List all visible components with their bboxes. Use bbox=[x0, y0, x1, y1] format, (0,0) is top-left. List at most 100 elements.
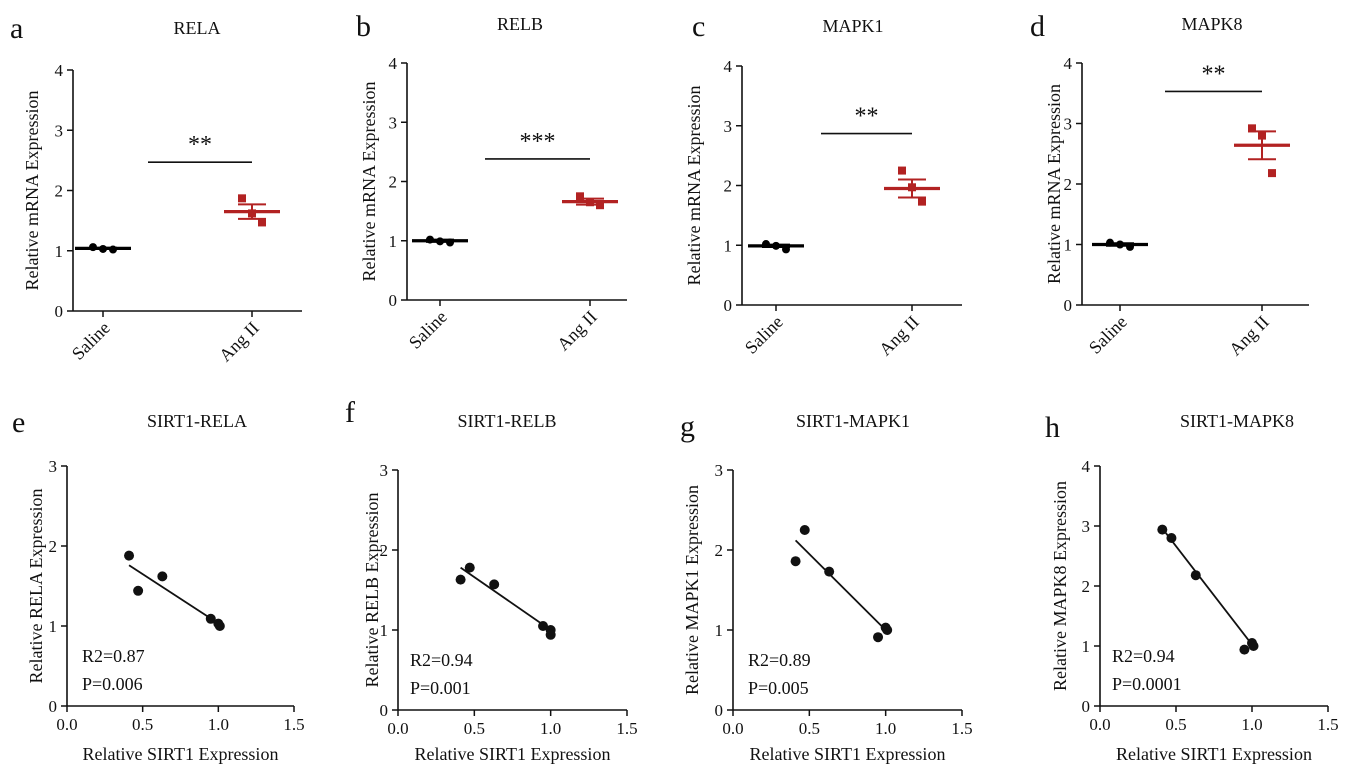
data-point bbox=[545, 629, 556, 640]
panel-letter: g bbox=[680, 410, 695, 443]
chart-title: SIRT1-RELA bbox=[147, 411, 247, 431]
panel-g: g SIRT1-MAPK1 0 1 2 3 Relative MAPK1 Expressio… bbox=[680, 410, 973, 764]
x-tick-label: 1.0 bbox=[208, 715, 229, 734]
x-axis-label: Relative SIRT1 Expression bbox=[83, 744, 279, 764]
data-point bbox=[124, 550, 135, 561]
stats-p: P=0.001 bbox=[410, 678, 471, 698]
data-point bbox=[882, 625, 893, 635]
y-tick-label: 3 bbox=[724, 117, 733, 136]
data-point bbox=[799, 525, 810, 535]
panel-f: f SIRT1-RELB 0 1 2 3 Relative RELB Expression 0… bbox=[345, 396, 638, 764]
y-tick-label: 1 bbox=[1064, 236, 1073, 255]
data-point bbox=[772, 241, 780, 250]
x-tick-label: 0.0 bbox=[56, 715, 77, 734]
data-point bbox=[824, 566, 835, 577]
y-axis-label: Relative RELB Expression bbox=[362, 493, 382, 688]
data-point bbox=[89, 243, 97, 252]
panel-a: a RELA 0 1 2 3 4 Relative mRNA Expression Saline… bbox=[10, 12, 302, 365]
y-tick-label: 3 bbox=[55, 121, 64, 140]
x-axis-label: Relative SIRT1 Expression bbox=[750, 744, 946, 764]
data-point bbox=[790, 556, 801, 567]
y-tick-label: 2 bbox=[380, 541, 389, 560]
data-point bbox=[238, 194, 246, 203]
y-tick-label: 3 bbox=[1064, 115, 1073, 134]
chart-title: RELA bbox=[174, 18, 221, 38]
chart-title: MAPK1 bbox=[822, 16, 883, 36]
y-tick-label: 4 bbox=[389, 54, 398, 73]
data-point bbox=[1258, 131, 1266, 140]
significance-label: ** bbox=[1202, 61, 1226, 87]
x-tick-label: 0.5 bbox=[132, 715, 153, 734]
y-tick-label: 1 bbox=[389, 232, 398, 251]
y-axis-label: Relative mRNA Expression bbox=[359, 82, 379, 282]
y-tick-label: 3 bbox=[389, 113, 398, 132]
data-point bbox=[248, 209, 256, 218]
data-point bbox=[538, 621, 549, 631]
x-tick-label: Ang II bbox=[1225, 312, 1273, 360]
regression-line bbox=[794, 539, 888, 633]
data-point bbox=[109, 245, 117, 254]
regression-line bbox=[128, 564, 221, 626]
y-tick-label: 2 bbox=[724, 177, 733, 196]
y-tick-label: 3 bbox=[715, 461, 724, 480]
y-tick-label: 2 bbox=[389, 173, 398, 192]
data-point bbox=[436, 237, 444, 246]
x-tick-label: Saline bbox=[405, 307, 451, 353]
data-point bbox=[258, 218, 266, 227]
x-tick-label: 1.5 bbox=[951, 719, 972, 738]
data-point bbox=[157, 571, 168, 582]
data-point bbox=[133, 585, 144, 596]
data-point bbox=[1166, 533, 1177, 543]
y-tick-label: 0 bbox=[1082, 697, 1091, 716]
panel-letter: c bbox=[692, 10, 705, 43]
y-tick-label: 3 bbox=[380, 461, 389, 480]
data-point bbox=[1248, 124, 1256, 133]
data-point bbox=[1190, 570, 1201, 581]
y-tick-label: 1 bbox=[1082, 637, 1091, 656]
y-tick-label: 2 bbox=[55, 182, 64, 201]
y-tick-label: 1 bbox=[724, 236, 733, 255]
y-axis-label: Relative mRNA Expression bbox=[684, 86, 704, 286]
significance-label: ** bbox=[188, 132, 212, 158]
x-tick-label: 0.0 bbox=[722, 719, 743, 738]
y-tick-label: 0 bbox=[380, 701, 389, 720]
data-point bbox=[1248, 641, 1259, 651]
data-point bbox=[908, 183, 916, 192]
data-point bbox=[596, 201, 604, 210]
panel-c: c MAPK1 0 1 2 3 4 Relative mRNA Expression Salin… bbox=[684, 10, 962, 359]
stats-r2: R2=0.94 bbox=[1112, 646, 1175, 666]
panel-letter: h bbox=[1045, 411, 1060, 444]
y-tick-label: 4 bbox=[1064, 54, 1073, 73]
panel-letter: a bbox=[10, 12, 23, 45]
data-point bbox=[99, 244, 107, 253]
panel-letter: d bbox=[1030, 10, 1045, 43]
y-tick-label: 3 bbox=[49, 457, 58, 476]
panel-b: b RELB 0 1 2 3 4 Relative mRNA Expression Saline… bbox=[356, 10, 627, 354]
y-tick-label: 1 bbox=[715, 621, 724, 640]
y-tick-label: 4 bbox=[55, 61, 64, 80]
data-point bbox=[214, 621, 225, 631]
panel-letter: b bbox=[356, 10, 371, 43]
x-tick-label: Saline bbox=[741, 312, 787, 358]
data-point bbox=[1239, 644, 1250, 655]
data-point bbox=[1268, 169, 1276, 178]
y-tick-label: 1 bbox=[49, 617, 58, 636]
x-tick-label: 0.5 bbox=[464, 719, 485, 738]
x-tick-label: Ang II bbox=[553, 307, 601, 355]
stats-r2: R2=0.94 bbox=[410, 650, 473, 670]
y-axis-label: Relative MAPK1 Expression bbox=[682, 485, 702, 695]
stats-r2: R2=0.89 bbox=[748, 650, 811, 670]
y-tick-label: 2 bbox=[49, 537, 58, 556]
y-axis-label: Relative RELA Expression bbox=[26, 489, 46, 684]
y-tick-label: 2 bbox=[1082, 577, 1091, 596]
x-tick-label: Ang II bbox=[215, 318, 263, 366]
data-point bbox=[464, 562, 475, 573]
x-axis-label: Relative SIRT1 Expression bbox=[415, 744, 611, 764]
y-tick-label: 0 bbox=[715, 701, 724, 720]
data-point bbox=[1157, 524, 1168, 535]
chart-title: SIRT1-RELB bbox=[458, 411, 557, 431]
y-tick-label: 1 bbox=[55, 242, 64, 261]
x-tick-label: Ang II bbox=[875, 312, 923, 360]
